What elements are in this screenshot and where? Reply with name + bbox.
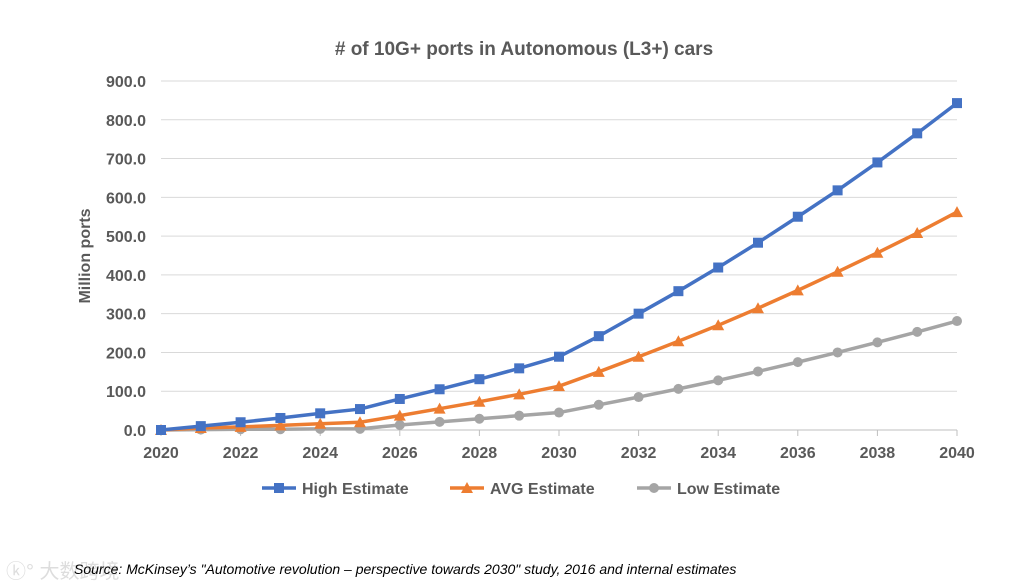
high-estimate-point [514,363,525,374]
y-tick-label: 400.0 [106,268,146,285]
legend-avg-estimate-marker [461,482,473,493]
y-tick-label: 0.0 [124,423,146,440]
low-estimate-point [554,407,564,418]
avg-estimate-point [513,388,526,400]
watermark-logo: ⓚ° 大数跨境 [6,561,120,583]
high-estimate-point [593,331,604,342]
low-estimate-point [713,375,724,386]
high-estimate-point [633,308,644,319]
low-estimate-point [872,337,883,348]
high-estimate-point [673,286,684,297]
x-tick-label: 2036 [780,445,816,462]
low-estimate-point [394,419,405,430]
x-tick-label: 2040 [939,445,975,462]
avg-estimate-point [314,417,327,429]
y-tick-label: 600.0 [106,190,146,207]
high-estimate-point [394,393,405,404]
high-estimate-point [554,351,564,362]
avg-estimate-point [672,335,685,347]
high-estimate-point [872,157,883,168]
legend-high-estimate-marker [274,483,284,493]
low-estimate-point [753,366,763,377]
avg-estimate-point [632,350,645,362]
high-estimate-point [434,384,445,395]
low-estimate-point [434,416,445,427]
avg-estimate-point [752,302,764,314]
low-estimate-point [474,413,485,424]
legend-high-estimate-label: High Estimate [302,481,409,498]
high-estimate-point [912,128,923,139]
avg-estimate-point [831,265,844,277]
high-estimate-point [275,412,286,423]
avg-estimate-point [393,409,406,421]
avg-estimate-point [871,246,884,258]
y-tick-label: 100.0 [106,384,146,401]
high-estimate-point [156,425,166,435]
x-tick-label: 2032 [621,445,657,462]
avg-estimate-point [911,227,924,239]
avg-estimate-point [553,380,565,392]
x-tick-label: 2024 [302,445,338,462]
avg-estimate-point [592,365,605,377]
legend-avg-estimate-label: AVG Estimate [490,481,595,498]
low-estimate-point [514,410,525,421]
low-estimate-point [912,326,923,337]
low-estimate-point [792,357,803,368]
avg-estimate-line [160,210,958,432]
y-tick-label: 700.0 [106,152,146,169]
high-estimate-point [474,374,485,385]
high-estimate-point [753,237,763,248]
high-estimate-point [315,408,326,419]
avg-estimate-point [354,416,366,428]
high-estimate-point [713,262,724,273]
low-estimate-point [673,383,684,394]
source-note: Source: McKinsey’s "Automotive revolutio… [74,561,737,577]
y-tick-label: 200.0 [106,345,146,362]
y-tick-label: 900.0 [106,74,146,91]
avg-estimate-point [473,395,486,407]
avg-estimate-point [433,402,446,414]
x-tick-label: 2022 [223,445,259,462]
y-axis-label: Million ports [77,208,94,303]
y-tick-label: 300.0 [106,307,146,324]
high-estimate-point [952,98,962,109]
chart-title: # of 10G+ ports in Autonomous (L3+) cars [335,39,713,60]
x-tick-label: 2034 [700,445,736,462]
high-estimate-point [832,185,843,196]
legend-low-estimate-marker [649,483,659,493]
avg-estimate-point [712,319,725,331]
x-tick-label: 2038 [860,445,896,462]
high-estimate-point [195,421,206,432]
high-estimate-point [355,404,365,415]
x-tick-label: 2026 [382,445,418,462]
avg-estimate-point [951,206,963,218]
low-estimate-point [832,347,843,358]
x-tick-label: 2020 [143,445,179,462]
y-tick-label: 500.0 [106,229,146,246]
avg-estimate-point [274,419,287,431]
avg-estimate-point [791,284,804,296]
x-tick-label: 2030 [541,445,577,462]
low-estimate-point [952,316,962,327]
low-estimate-point [633,392,644,403]
high-estimate-point [235,417,246,428]
high-estimate-point [792,211,803,222]
low-estimate-point [593,399,604,410]
legend-low-estimate-label: Low Estimate [677,481,780,498]
y-tick-label: 800.0 [106,113,146,130]
x-tick-label: 2028 [462,445,498,462]
